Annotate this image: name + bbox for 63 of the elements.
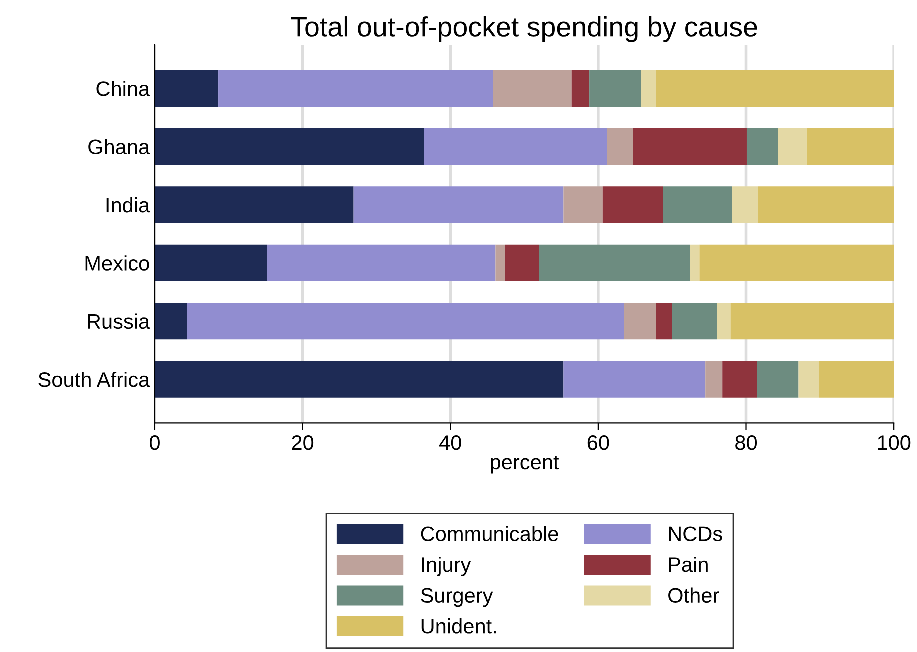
bar <box>700 244 894 282</box>
bar <box>564 361 706 398</box>
x-tick-label: 20 <box>292 436 314 450</box>
bar <box>505 244 540 282</box>
y-tick-label: Russia <box>88 314 150 330</box>
bar <box>154 128 424 166</box>
y-tick-label: Ghana <box>88 139 150 155</box>
bar <box>690 244 700 282</box>
bar <box>722 361 758 398</box>
bar <box>798 361 820 398</box>
bar <box>624 303 656 340</box>
x-tick-label: 40 <box>440 436 462 450</box>
bar <box>663 186 732 224</box>
bar <box>602 186 664 224</box>
bar <box>564 186 603 224</box>
chart-title: Total out-of-pocket spending by cause <box>291 16 758 42</box>
bar <box>154 303 188 340</box>
bar <box>607 128 634 166</box>
bar <box>493 70 572 107</box>
bar <box>778 128 807 166</box>
x-tick-label: 0 <box>150 436 160 450</box>
bar <box>218 70 494 107</box>
legend-label: Pain <box>669 556 708 572</box>
bar <box>806 128 894 166</box>
bar <box>187 303 624 340</box>
bar <box>732 186 758 224</box>
bar <box>354 186 564 224</box>
legend-label: Communicable <box>421 526 558 542</box>
bar <box>656 303 672 340</box>
bar <box>758 186 894 224</box>
bar <box>590 70 642 107</box>
y-tick-label: South Africa <box>38 372 150 388</box>
bar <box>819 361 894 398</box>
bar <box>717 303 731 340</box>
bar <box>267 244 496 282</box>
y-tick-label: China <box>96 81 150 96</box>
bar <box>641 70 656 107</box>
x-axis-title: percent <box>491 456 560 474</box>
y-tick-label: India <box>106 197 150 213</box>
bar <box>672 303 718 340</box>
bar <box>572 70 590 107</box>
bar <box>496 244 506 282</box>
bar <box>154 361 564 398</box>
bar <box>706 361 723 398</box>
bar <box>730 303 894 340</box>
x-tick-label: 80 <box>736 436 758 450</box>
bar <box>539 244 690 282</box>
legend-label: Surgery <box>421 588 494 608</box>
bar <box>656 70 894 107</box>
bar <box>424 128 608 166</box>
bar <box>633 128 747 166</box>
bar <box>154 244 268 282</box>
legend-label: NCDs <box>669 526 722 542</box>
bar <box>757 361 799 398</box>
x-tick-label: 60 <box>588 436 610 450</box>
legend-label: Other <box>668 588 720 604</box>
bar <box>746 128 778 166</box>
legend-label: Unident. <box>422 618 496 634</box>
x-tick-label: 100 <box>878 436 911 450</box>
bar <box>154 186 354 224</box>
y-tick-label: Mexico <box>86 256 150 271</box>
bar <box>154 70 219 107</box>
legend-label: Injury <box>422 556 472 576</box>
